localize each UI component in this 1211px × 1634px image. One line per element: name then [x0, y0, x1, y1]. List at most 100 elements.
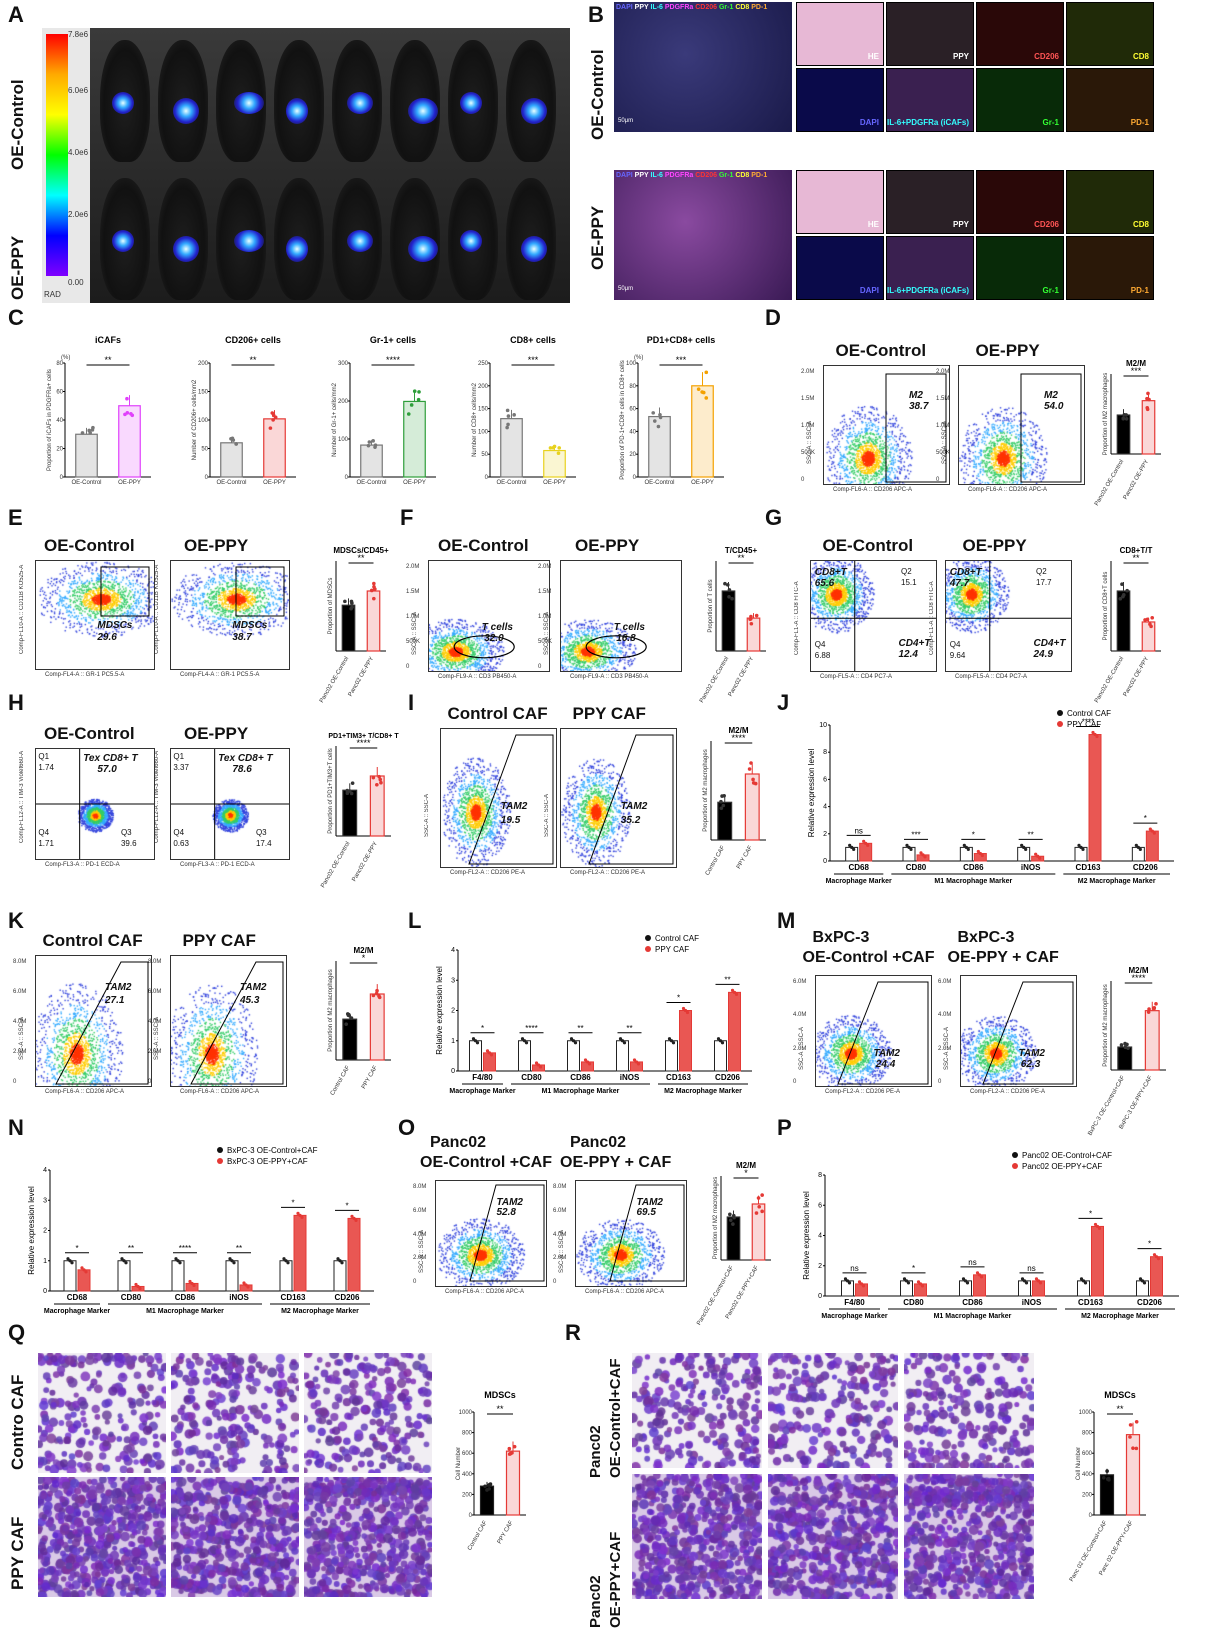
- data-point: [473, 1039, 478, 1043]
- y-tick: 400: [462, 1472, 473, 1478]
- gate-outline: [469, 1184, 545, 1282]
- chart-title: CD8+ cells: [510, 335, 556, 345]
- gate-label: 78.6: [232, 764, 252, 776]
- data-point: [230, 1259, 234, 1263]
- if-tile-5: IL-6+PDGFRa (iCAFs): [886, 236, 974, 300]
- flow-y-tick: 1.0M: [406, 614, 420, 620]
- x-tick-label: PPY CAF: [736, 845, 754, 870]
- panel-c-chart-3: CD8+ cells 0 50 100 150 200 250 Number of CD8+ …: [472, 335, 576, 486]
- panel-m-bar: M2/M Proportion of M2 macrophages BxPC-3 O…: [1087, 966, 1166, 1137]
- y-tick: 60: [629, 407, 636, 413]
- gate-label: 62.3: [1020, 1058, 1041, 1070]
- data-point: [861, 1284, 866, 1288]
- legend-entry: BxPC-3 OE-PPY+CAF: [227, 1157, 308, 1166]
- y-tick: 4: [43, 1167, 47, 1174]
- row-label-q2: PPY CAF: [8, 1516, 27, 1590]
- bar: [479, 1485, 495, 1516]
- data-point: [719, 806, 724, 811]
- x-tick-label: Control CAF: [467, 1520, 489, 1552]
- gate-label: 1.74: [38, 763, 54, 773]
- panel-c-chart-4: PD1+CD8+ cells 0 20 40 60 80 100(%) Proportion …: [620, 335, 724, 486]
- significance-label: *: [75, 1244, 78, 1253]
- flow-y-axis-label: Comp-FL10-A :: CD11B KO525-A: [19, 564, 25, 654]
- data-point: [234, 442, 238, 446]
- bar: [679, 1010, 692, 1072]
- data-point: [618, 1037, 623, 1041]
- flow-y-axis-label: Comp-FL1-A :: CD8 FITC-A: [929, 581, 935, 655]
- bioluminescence-signal: [286, 236, 308, 262]
- flow-y-tick: 8.0M: [13, 959, 27, 965]
- flow-y-tick: 6.0M: [938, 979, 952, 985]
- flow-title: OE-PPY: [575, 536, 640, 555]
- y-axis-label: Proportion of T cells: [708, 579, 714, 632]
- y-tick: 40: [56, 418, 63, 424]
- data-point: [731, 1222, 735, 1226]
- data-point: [522, 1039, 527, 1043]
- data-point: [583, 1058, 588, 1062]
- data-point: [1022, 1279, 1027, 1283]
- gate-label: 17.7: [1036, 577, 1052, 587]
- y-axis-label: Number of CD8+ cells/mm2: [472, 382, 478, 457]
- marker-group-label: M1 Macrophage Marker: [934, 878, 1012, 885]
- gate-label: Q1: [173, 752, 185, 762]
- data-point: [538, 1065, 543, 1069]
- panel-q-bar: MDSCs 0 200 400 600 800 1000 Cell Number Control…: [456, 1390, 526, 1552]
- scale-tick-3: 2.0e6: [68, 210, 89, 219]
- row-label-r2a: Panc02: [587, 1575, 604, 1628]
- chart-title: PD1+TIM3+ T/CD8+ T: [328, 733, 399, 740]
- y-tick: 0: [43, 1288, 47, 1295]
- x-tick-label: PPY CAF: [497, 1520, 515, 1545]
- flow-x-axis-label: Comp-FL2-A :: CD206 PE-A: [450, 870, 526, 876]
- bar: [1018, 1280, 1031, 1297]
- y-axis-label: Proportion of M2 macrophages: [1103, 984, 1109, 1066]
- data-point: [719, 799, 723, 804]
- data-point: [1097, 1226, 1102, 1231]
- if-tile-7: PD-1: [1066, 236, 1154, 300]
- data-point: [354, 1218, 358, 1222]
- flow-y-tick: 500K: [801, 450, 816, 456]
- gate-label: 16.8: [616, 632, 636, 644]
- legend-pdgfra: PDGFRa: [664, 172, 696, 179]
- if-tile-7: PD-1: [1066, 68, 1154, 132]
- flow-title: Panc02: [430, 1134, 487, 1151]
- data-point: [87, 428, 91, 433]
- flow-y-tick: 2.0M: [13, 1049, 27, 1055]
- flow-y-tick: 0: [148, 1079, 152, 1085]
- data-point: [70, 1261, 74, 1265]
- bar: [469, 1040, 482, 1072]
- data-point: [918, 1282, 923, 1286]
- data-point: [700, 390, 704, 394]
- bar: [1141, 621, 1156, 652]
- flow-y-tick: 8.0M: [148, 959, 162, 965]
- data-point: [923, 855, 927, 859]
- data-point: [962, 843, 966, 847]
- gate-label: Q4: [38, 828, 50, 838]
- legend-entry: Panc02 OE-PPY+CAF: [1022, 1162, 1102, 1171]
- data-point: [512, 1444, 517, 1449]
- gate-label: 47.7: [949, 577, 970, 589]
- data-point: [965, 1281, 970, 1285]
- data-point: [920, 1284, 925, 1288]
- chart-title: Gr-1+ cells: [370, 335, 416, 345]
- panel-letter-r: R: [565, 1320, 581, 1345]
- data-point: [1081, 847, 1085, 851]
- marker-label: CD86: [570, 1073, 591, 1082]
- data-point: [754, 613, 759, 618]
- G-left-flow: CD8+T 65.6 Q2 15.1 Q4 6.88 CD4+T 12.4: [810, 560, 937, 672]
- if-tile-4: DAPI: [796, 236, 884, 300]
- data-point: [505, 408, 510, 413]
- x-tick-label: OE-PPY: [543, 480, 566, 486]
- y-axis-label: Proportion of MDSCs: [328, 578, 334, 635]
- panel-c-chart-1: CD206+ cells 0 50 100 150 200 Number of CD206+…: [192, 335, 296, 486]
- q-well-ppy-1: [171, 1477, 299, 1597]
- y-axis-label: Proportion of CD8+T cells: [1103, 572, 1109, 641]
- data-point: [1120, 582, 1124, 587]
- y-tick: 200: [338, 399, 349, 405]
- flow-title: OE-PPY + CAF: [560, 1154, 672, 1171]
- y-tick: 0: [823, 858, 827, 865]
- data-point: [1095, 1224, 1100, 1229]
- data-point: [749, 761, 753, 765]
- significance-label: **: [1116, 1404, 1124, 1414]
- y-tick: 1000: [459, 1410, 473, 1416]
- bioluminescence-signal: [521, 236, 547, 262]
